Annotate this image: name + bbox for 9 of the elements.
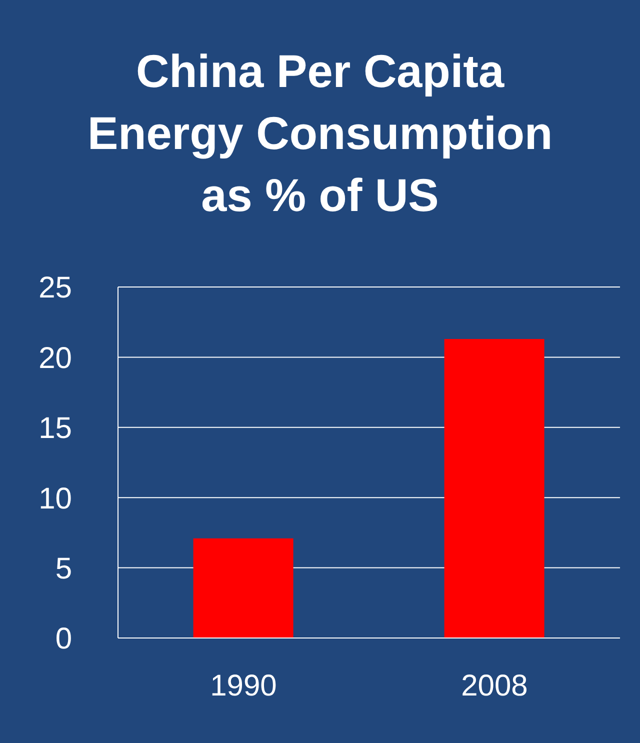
x-tick-label: 2008 <box>461 669 528 702</box>
y-tick-label: 10 <box>38 482 72 516</box>
y-tick-label: 0 <box>55 622 72 656</box>
y-tick-label: 15 <box>38 412 72 446</box>
chart-title: China Per Capita Energy Consumption as % of US <box>86 44 554 223</box>
y-tick-label: 20 <box>38 342 72 375</box>
y-tick-label: 5 <box>55 552 72 586</box>
x-tick-label: 1990 <box>210 669 277 702</box>
y-tick-label: 25 <box>38 272 72 305</box>
